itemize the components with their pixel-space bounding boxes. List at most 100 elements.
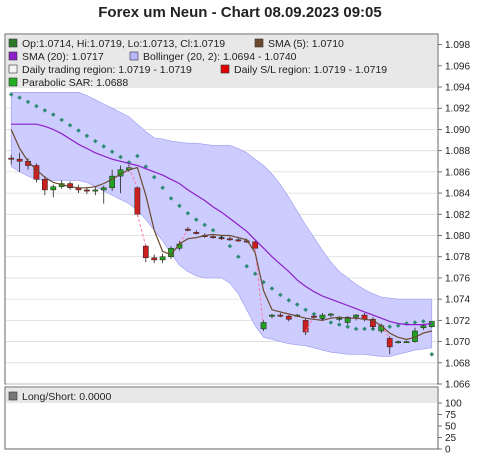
y-tick-label: 1.094: [445, 83, 470, 94]
candle-body: [336, 317, 343, 320]
candle: [159, 253, 166, 264]
candle: [403, 340, 410, 344]
candle-body: [353, 314, 359, 318]
legend-swatch: [8, 38, 18, 48]
candle-body: [395, 341, 402, 344]
sar-point: [59, 117, 64, 123]
y-tick-label: 1.070: [445, 337, 470, 348]
candle-body: [8, 157, 15, 160]
candle: [395, 340, 402, 344]
sar-point: [17, 95, 22, 100]
candle-body: [184, 228, 191, 231]
y-tick-label: 1.088: [445, 146, 470, 157]
sar-point: [34, 103, 39, 109]
lower-y-tick-label: 100: [445, 399, 462, 410]
sar-point: [101, 144, 106, 149]
legend-swatch: [220, 64, 230, 74]
legend-item: Bollinger (20, 2): 1.0694 - 1.0740: [143, 51, 297, 63]
candle-body: [277, 314, 284, 317]
lower-legend-text: Long/Short: 0.0000: [22, 391, 111, 403]
sar-point: [421, 319, 426, 324]
candle-body: [252, 241, 259, 249]
candle-body: [210, 236, 216, 239]
y-tick-label: 1.080: [445, 231, 470, 242]
sar-point: [362, 326, 367, 332]
lower-y-tick-label: 75: [445, 410, 457, 421]
legend-box: [6, 35, 437, 88]
candle: [210, 234, 216, 239]
parabolic-sar-layer: [8, 92, 435, 357]
gap-connector: [179, 228, 189, 245]
sar-point: [109, 149, 115, 154]
sar-point: [429, 352, 435, 357]
sar-point: [286, 297, 292, 303]
candle-body: [386, 338, 393, 348]
bollinger-band: [10, 92, 433, 357]
legend-item: Op:1.0714, Hi:1.0719, Lo:1.0713, Cl:1.07…: [22, 38, 225, 50]
candle: [41, 176, 48, 196]
sma5-line: [10, 129, 432, 341]
price-panel: Op:1.0714, Hi:1.0719, Lo:1.0713, Cl:1.07…: [4, 33, 470, 391]
candle-body: [311, 315, 317, 318]
candle-body: [403, 341, 410, 344]
candle: [344, 316, 351, 325]
legend-swatch: [8, 64, 18, 74]
sar-point: [294, 302, 300, 307]
candle: [218, 235, 225, 240]
y-tick-label: 1.098: [445, 40, 470, 51]
sar-point: [303, 307, 308, 313]
y-tick-label: 1.074: [445, 295, 470, 306]
gap-connector: [254, 248, 265, 329]
candle: [50, 184, 57, 198]
candle-body: [16, 158, 23, 162]
candle-body: [344, 316, 351, 323]
lower-y-tick-label: 0: [445, 445, 451, 456]
candle-body: [193, 232, 200, 234]
candle-body: [41, 179, 48, 191]
candle-body: [420, 325, 427, 329]
candle: [100, 185, 107, 204]
lower-legend-box: [6, 388, 437, 403]
candle: [353, 314, 359, 321]
candle: [8, 154, 15, 165]
lower-y-tick-label: 25: [445, 433, 457, 444]
candle-body: [302, 320, 309, 333]
candle: [319, 312, 326, 321]
y-tick-label: 1.096: [445, 61, 470, 72]
candle-body: [92, 189, 99, 192]
sar-point: [395, 323, 401, 328]
legend: Op:1.0714, Hi:1.0719, Lo:1.0713, Cl:1.07…: [8, 38, 387, 89]
sar-point: [328, 320, 334, 325]
candle-body: [327, 313, 334, 316]
candle-body: [134, 187, 141, 215]
candle: [227, 236, 233, 241]
lower-y-tick-label: 50: [445, 422, 457, 433]
sar-point: [76, 128, 81, 133]
sar-point: [25, 99, 31, 105]
sar-point: [311, 311, 317, 317]
sar-point: [412, 320, 418, 325]
sar-point: [252, 271, 258, 276]
sar-point: [278, 292, 283, 298]
candle: [420, 324, 427, 330]
sar-point: [93, 138, 98, 144]
sar-point: [269, 286, 275, 291]
candle: [269, 314, 275, 319]
y-tick-label: 1.090: [445, 125, 470, 136]
candle: [193, 230, 200, 235]
y-tick-label: 1.072: [445, 316, 470, 327]
y-tick-label: 1.086: [445, 167, 470, 178]
gap-connector: [305, 315, 315, 333]
candle: [380, 325, 393, 355]
price-y-axis: 1.066 1.068 1.070 1.072 1.074 1.076 1.078 1.080…: [438, 40, 470, 391]
sar-point: [387, 324, 392, 329]
y-tick-label: 1.092: [445, 104, 470, 115]
sar-point: [67, 122, 73, 128]
legend-item: SMA (20): 1.0717: [22, 51, 104, 63]
candles-layer: [8, 152, 435, 355]
sar-point: [353, 326, 359, 332]
legend-item: Daily trading region: 1.0719 - 1.0719: [22, 64, 192, 76]
legend-item: Daily S/L region: 1.0719 - 1.0719: [234, 64, 387, 76]
legend-item: SMA (5): 1.0710: [268, 38, 344, 50]
